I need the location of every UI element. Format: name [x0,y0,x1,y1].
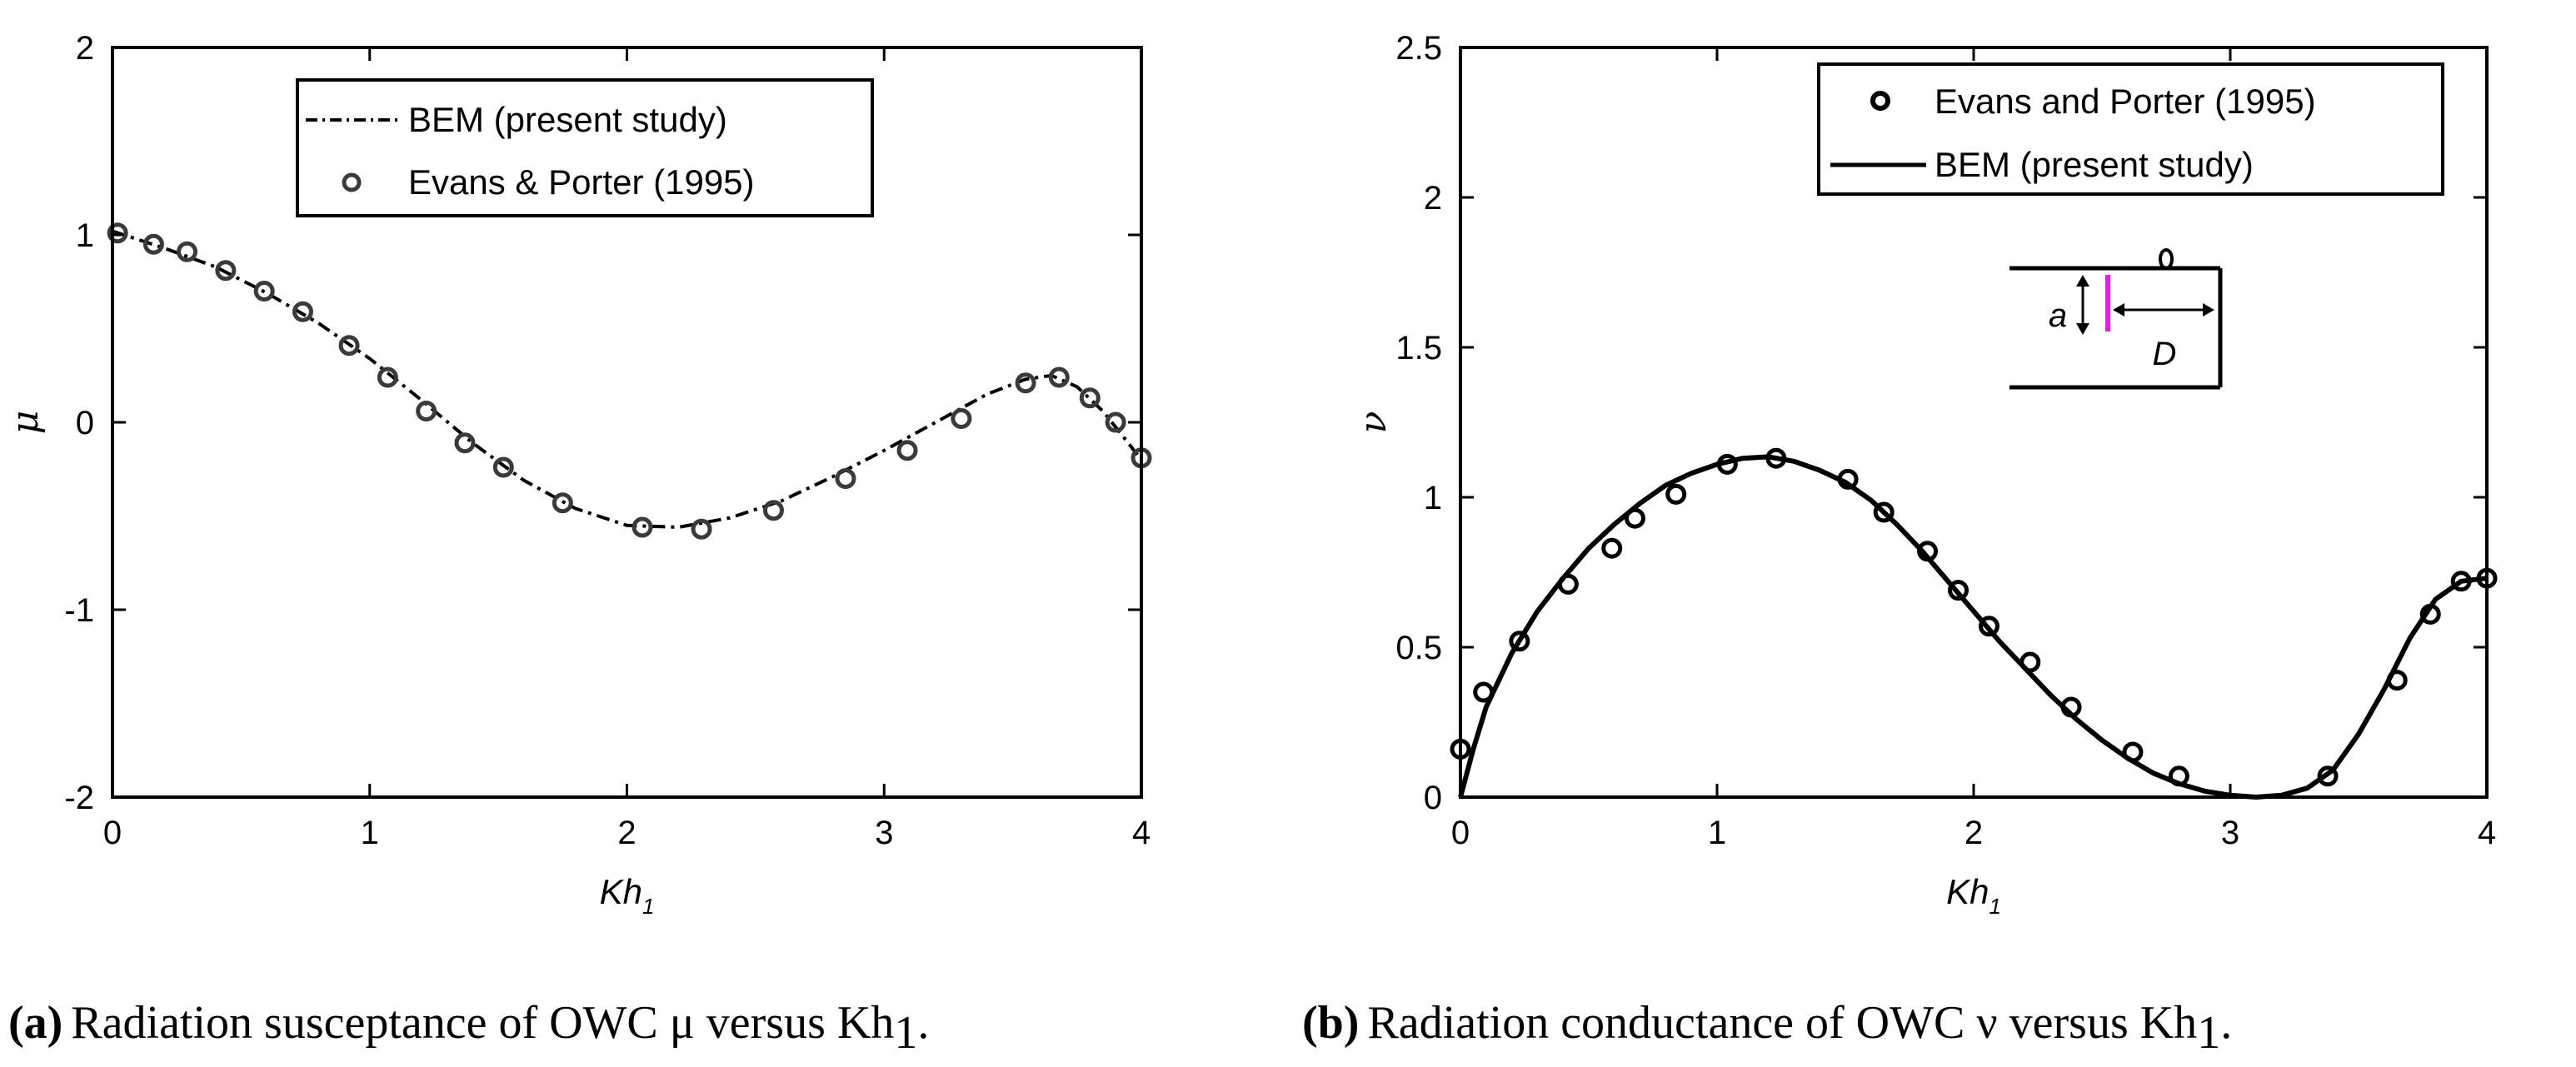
legend: BEM (present study) Evans & Porter (1995… [296,78,874,217]
y-tick-label: 1 [1424,480,1442,516]
inset-vent [2159,248,2174,270]
data-point [1978,616,1999,637]
x-tick-label: 4 [1132,815,1151,851]
legend-entry-evans-porter: Evans & Porter (1995) [408,162,755,202]
legend-entry-bem: BEM (present study) [1934,145,2254,184]
legend-entry-evans-porter: Evans and Porter (1995) [1934,82,2316,121]
series-group [1450,447,2498,800]
legend-box [1817,62,2444,196]
x-axis-label: Kh1 [600,872,655,919]
data-point [454,432,476,454]
plot-frame [1459,46,2489,799]
axes-box [111,46,1143,799]
inset-label-d: D [2153,336,2177,372]
data-point [107,222,128,244]
legend-marker-sample [1870,91,1890,111]
y-axis-label: μ [4,411,47,435]
series-group [107,222,1152,540]
inset-d-arrowhead-right [2203,303,2214,317]
data-point [1079,387,1101,409]
inset-d-arrowhead-left [2113,303,2124,317]
data-point [377,366,398,388]
data-point [1665,483,1687,505]
y-tick-label: 0.5 [1395,630,1442,666]
data-point [762,500,784,521]
x-tick-label: 1 [1708,815,1726,851]
series-line [112,229,1143,529]
axes-box [1459,46,2489,799]
x-tick-labels: 0 1 2 3 4 [103,815,1151,851]
legend: Evans and Porter (1995) BEM (present stu… [1817,62,2444,196]
owc-inset-diagram: a D [2009,248,2223,390]
data-point [1873,501,1895,523]
x-tick-label: 4 [2478,815,2496,851]
x-tick-label: 3 [2221,815,2239,851]
data-point [215,260,237,282]
data-point [142,233,164,255]
x-tick-label: 0 [1451,815,1470,851]
data-point [253,281,275,302]
series-line [1458,454,2488,800]
data-point [292,301,313,322]
data-point [338,335,360,356]
x-tick-label: 1 [361,815,379,851]
data-point [951,408,972,429]
data-point [1015,372,1036,394]
y-tick-labels: -2 -1 0 1 2 [64,30,94,816]
y-axis-label: ν [1352,411,1395,434]
legend-marker-sample [342,172,362,192]
data-point [1948,580,1969,601]
data-point [896,440,918,461]
y-tick-labels: 0 0.5 1 1.5 2 2.5 [1395,30,1442,816]
inset-label-a: a [2049,297,2067,334]
chart-panel-a: 0 1 2 3 4 -2 -1 0 1 2 Kh1 μ BEM (present study) … [4,30,1152,919]
caption-b: (b) Radiation conductance of OWC ν versus… [1302,997,2232,1059]
caption-a: (a) Radiation susceptance of OWC μ versus… [8,997,929,1059]
data-point [177,241,198,262]
y-tick-label: -2 [64,780,94,816]
y-tick-label: 1.5 [1395,330,1442,366]
data-point [691,518,712,540]
x-tick-labels: 0 1 2 3 4 [1451,815,2496,851]
x-tick-label: 3 [875,815,893,851]
x-tick-label: 0 [103,815,122,851]
data-point [1048,366,1070,388]
y-tick-label: 2 [76,30,94,67]
inset-a-arrowhead-up [2076,275,2089,287]
legend-entry-bem: BEM (present study) [408,100,727,139]
data-point [1105,411,1126,433]
plot-frame [111,46,1143,799]
x-tick-label: 2 [617,815,636,851]
chart-panel-b: 0 1 2 3 4 0 0.5 1 1.5 2 2.5 Kh1 ν Evans and Porte… [1352,30,2498,919]
data-point [492,456,514,478]
y-tick-label: 2.5 [1395,30,1442,67]
data-point [416,401,437,421]
y-tick-label: 2 [1424,180,1442,217]
y-tick-label: 0 [76,405,94,441]
data-point [835,468,856,489]
x-axis-label: Kh1 [1946,872,2001,919]
data-point [1601,537,1623,559]
y-tick-label: 0 [1424,780,1442,816]
legend-box [296,78,874,217]
x-tick-label: 2 [1964,815,1983,851]
data-point [2317,765,2339,787]
data-point [552,492,573,514]
data-point [632,516,653,538]
data-point [1509,631,1530,652]
y-tick-label: 1 [76,217,94,254]
inset-a-arrowhead-down [2076,323,2089,335]
y-tick-label: -1 [64,592,94,629]
